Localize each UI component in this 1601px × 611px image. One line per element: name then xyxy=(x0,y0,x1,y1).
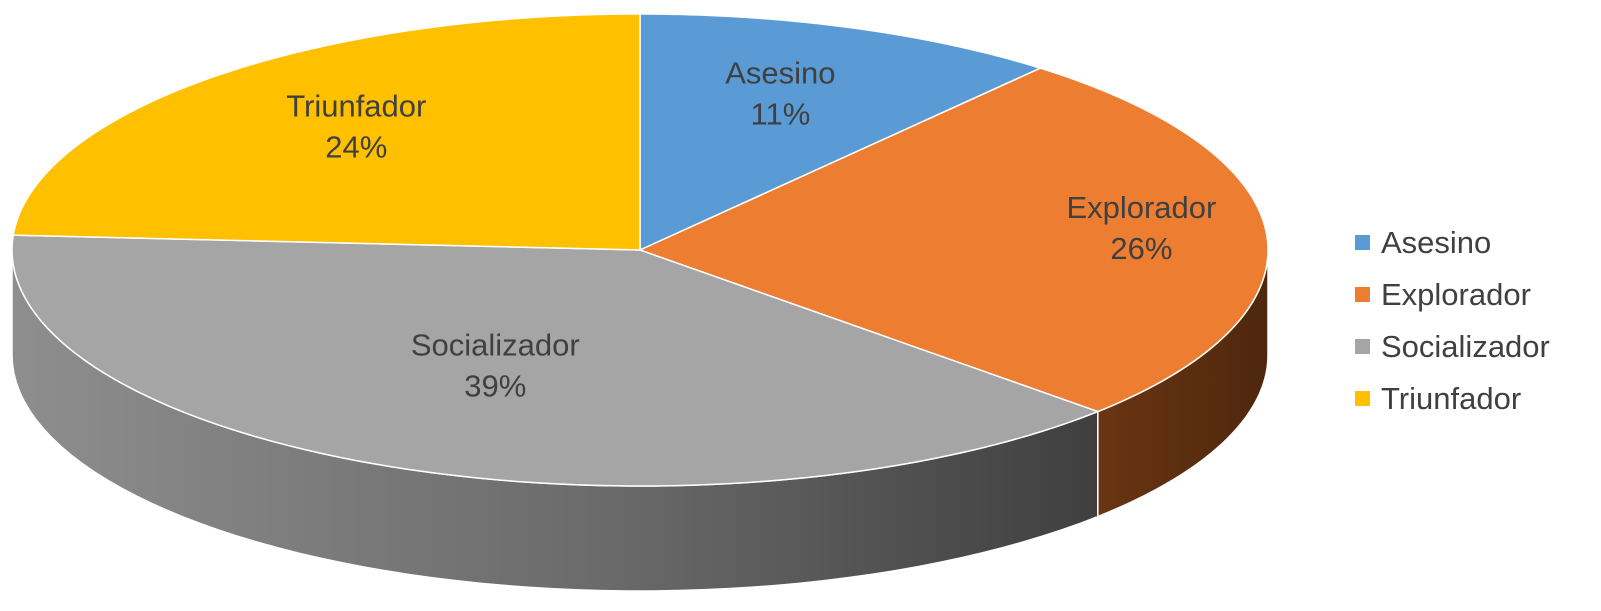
data-label-name-socializador: Socializador xyxy=(411,328,580,363)
legend-swatch-triunfador xyxy=(1355,391,1370,406)
legend-label-socializador: Socializador xyxy=(1381,329,1550,364)
legend: Asesino Explorador Socializador Triunfador xyxy=(1355,225,1550,416)
pie-slices xyxy=(11,13,1269,487)
pie-slice-asesino xyxy=(639,13,1042,251)
legend-label-triunfador: Triunfador xyxy=(1381,381,1521,416)
data-label-value-explorador: 26% xyxy=(1110,231,1172,266)
legend-swatch-asesino xyxy=(1355,235,1370,250)
legend-label-explorador: Explorador xyxy=(1381,277,1531,312)
legend-swatch-explorador xyxy=(1355,287,1370,302)
data-label-value-socializador: 39% xyxy=(464,369,526,404)
legend-label-asesino: Asesino xyxy=(1381,225,1491,260)
data-label-name-asesino: Asesino xyxy=(725,55,835,90)
data-label-name-explorador: Explorador xyxy=(1066,190,1216,225)
data-label-value-triunfador: 24% xyxy=(325,130,387,165)
data-label-value-asesino: 11% xyxy=(751,96,811,131)
pie-slice-triunfador xyxy=(12,13,641,251)
pie-slice-socializador xyxy=(11,234,1099,487)
pie-data-labels: Asesino 11% Explorador 26% Socializador 39% Tr… xyxy=(286,55,1216,403)
data-label-name-triunfador: Triunfador xyxy=(286,89,426,124)
legend-swatch-socializador xyxy=(1355,339,1370,354)
pie-slice-explorador xyxy=(639,67,1269,413)
